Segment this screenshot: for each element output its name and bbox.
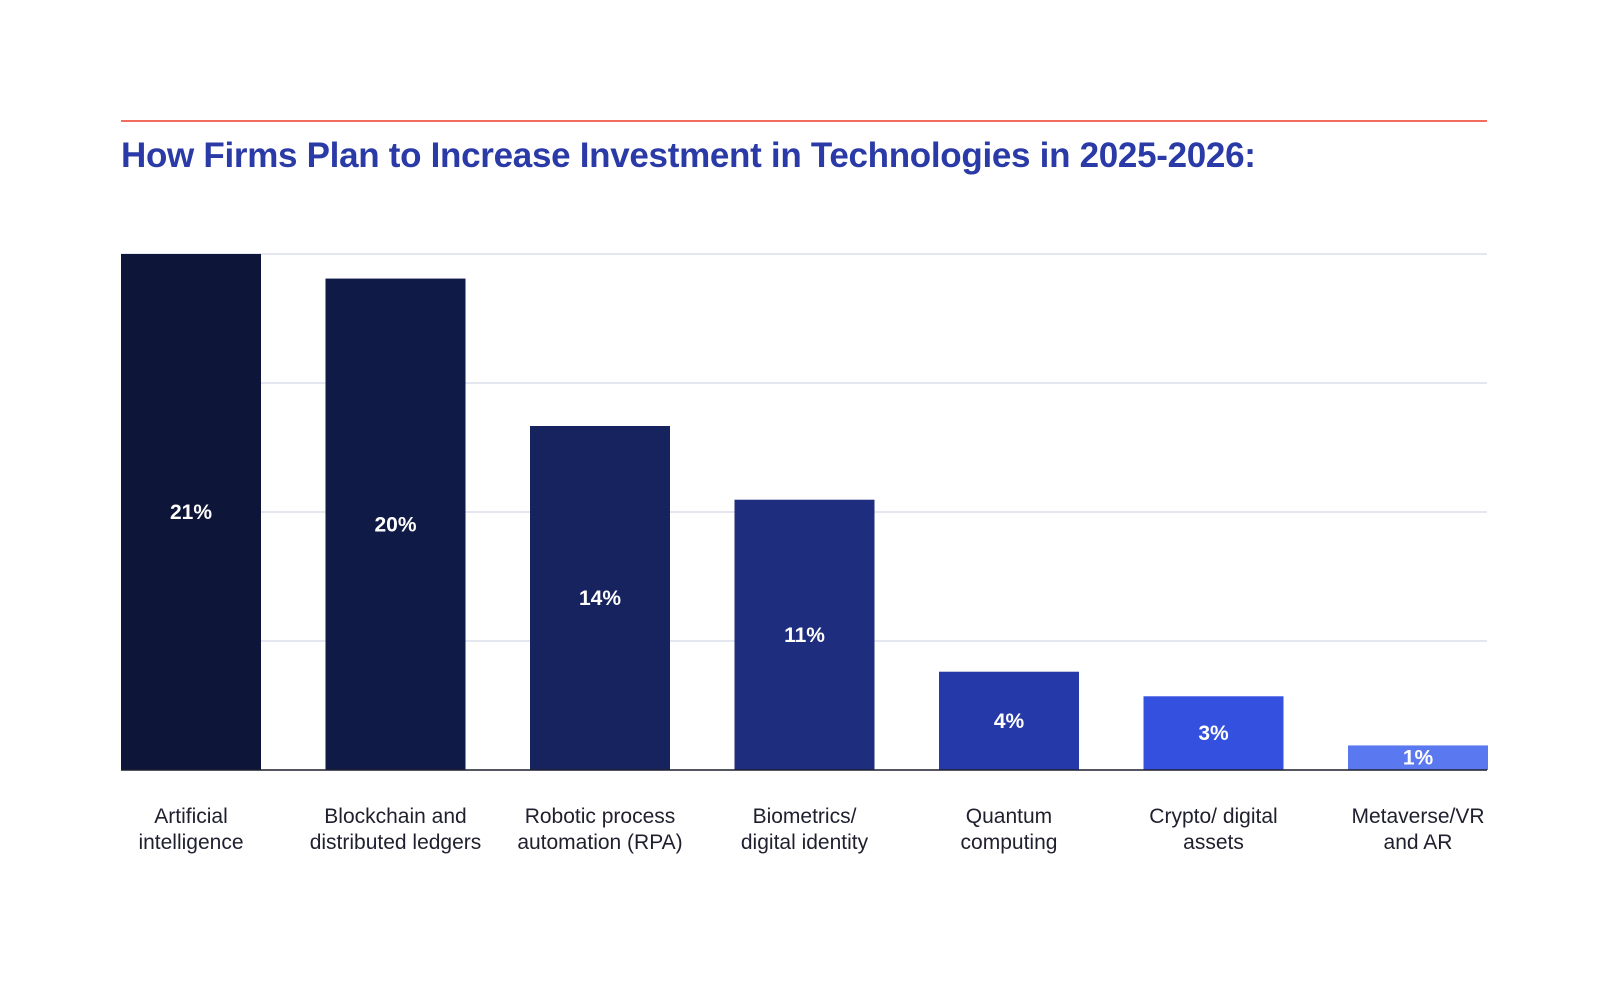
- category-label: and AR: [1384, 831, 1453, 854]
- category-label: Artificial: [154, 805, 228, 828]
- category-label: intelligence: [138, 831, 243, 854]
- title-accent-rule: [121, 120, 1487, 122]
- bar: [1348, 745, 1488, 770]
- category-label: Robotic process: [525, 805, 676, 828]
- bar-value-label: 11%: [784, 624, 825, 647]
- bar: [939, 671, 1079, 770]
- category-label: Quantum: [966, 805, 1052, 828]
- bar: [121, 254, 261, 770]
- bar-value-label: 4%: [994, 710, 1025, 733]
- bar-value-label: 21%: [170, 501, 212, 524]
- chart-title: How Firms Plan to Increase Investment in…: [121, 136, 1256, 175]
- bar: [325, 278, 466, 770]
- bar: [734, 499, 875, 770]
- category-label: Biometrics/: [753, 805, 857, 828]
- category-label: assets: [1183, 831, 1244, 854]
- category-label: Crypto/ digital: [1149, 805, 1277, 828]
- bar: [530, 426, 670, 770]
- category-label: distributed ledgers: [310, 831, 482, 854]
- category-label: Blockchain and: [324, 805, 466, 828]
- category-labels: Artificial intelligence Blockchain and dist…: [138, 805, 1484, 854]
- bars: [121, 254, 1488, 770]
- category-label: computing: [961, 831, 1058, 854]
- category-label: Metaverse/VR: [1351, 805, 1484, 828]
- bar-value-label: 20%: [374, 513, 416, 536]
- category-label: automation (RPA): [517, 831, 682, 854]
- bar-value-label: 14%: [579, 587, 621, 610]
- category-label: digital identity: [741, 831, 869, 854]
- bar-value-label: 3%: [1198, 722, 1229, 745]
- bar: [1143, 696, 1284, 770]
- bar-value-label: 1%: [1403, 747, 1434, 770]
- value-labels: 21% 20% 14% 11% 4% 3% 1%: [170, 501, 1434, 770]
